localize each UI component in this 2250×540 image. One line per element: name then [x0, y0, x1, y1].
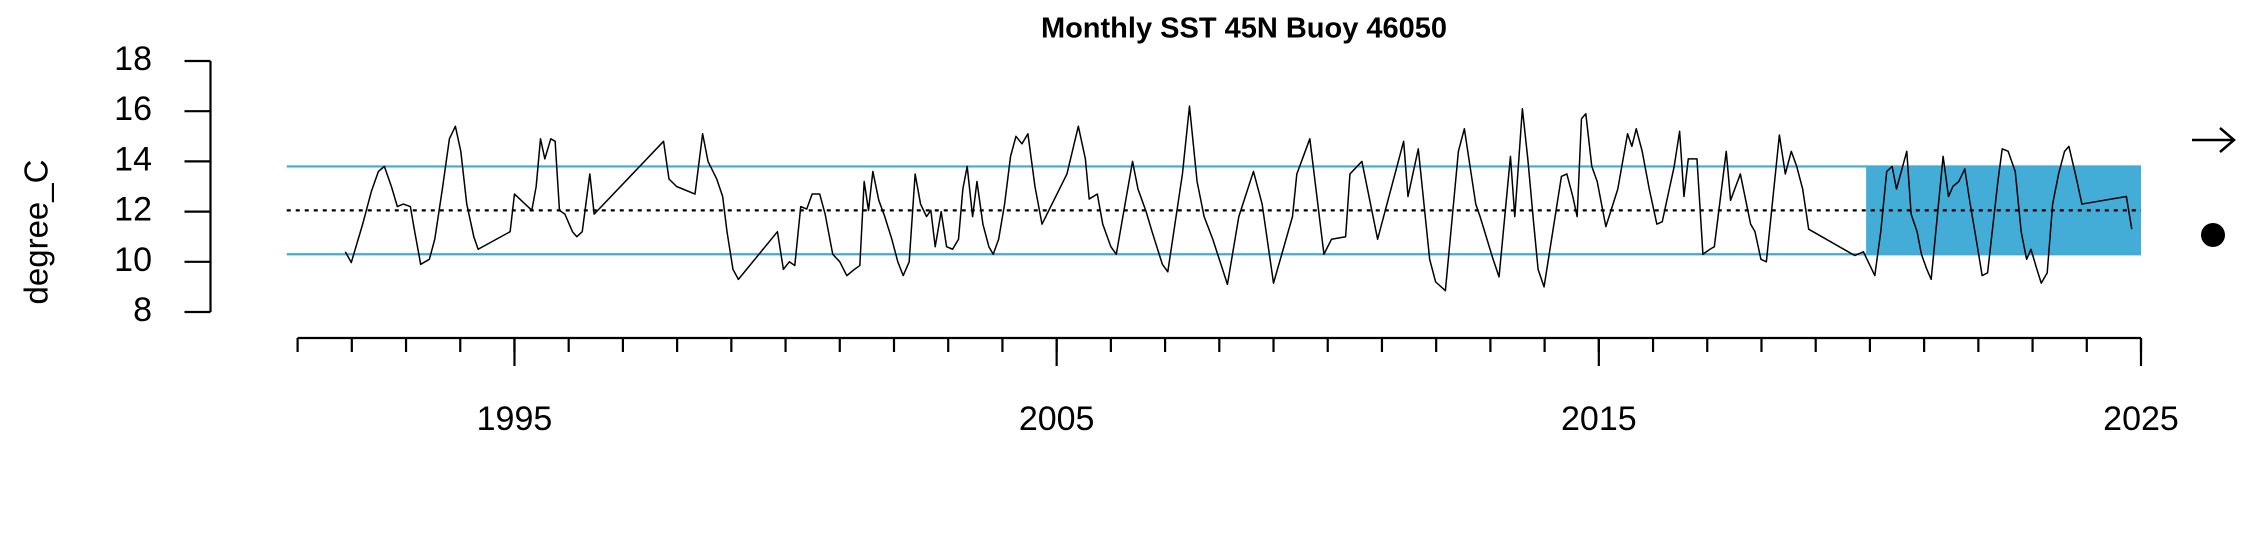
trend-arrow [2192, 127, 2236, 153]
status-dot [2201, 223, 2225, 247]
x-tick-label: 2025 [2103, 400, 2179, 438]
data-line [344, 105, 2133, 292]
chart-title: Monthly SST 45N Buoy 46050 [1041, 13, 1447, 45]
y-tick-label: 10 [114, 241, 152, 279]
y-tick-label: 8 [133, 291, 152, 329]
x-tick-label: 2005 [1019, 400, 1095, 438]
y-tick-label: 16 [114, 90, 152, 128]
y-tick-label: 12 [114, 191, 152, 229]
highlight-box [1866, 166, 2141, 255]
x-tick-label: 1995 [477, 400, 553, 438]
x-tick-label: 2015 [1561, 400, 1637, 438]
y-tick-label: 18 [114, 40, 152, 78]
y-tick-label: 14 [114, 140, 152, 178]
y-axis-label: degree_C [18, 160, 55, 305]
